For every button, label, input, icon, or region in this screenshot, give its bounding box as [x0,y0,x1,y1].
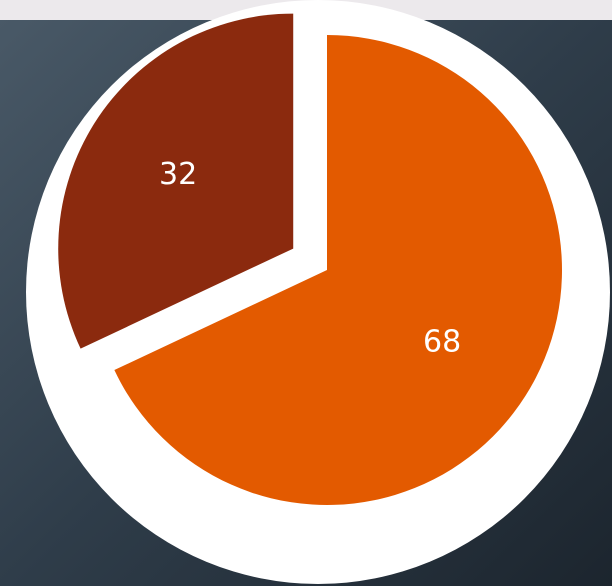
data-label: 32 [159,157,197,192]
data-label: 68 [423,325,461,360]
pie-slice [58,13,294,349]
pie: 68 32 [58,13,562,505]
pie-slice [114,35,562,505]
